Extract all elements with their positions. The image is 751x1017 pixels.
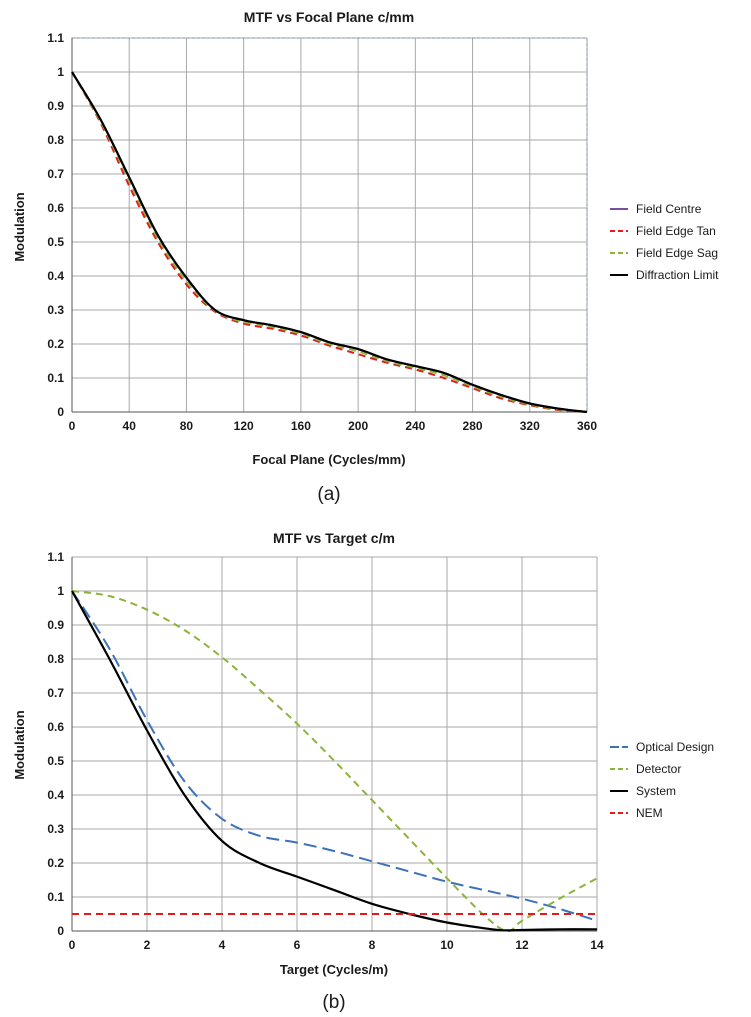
series-line-field-edge-sag (71, 71, 588, 413)
legend-label: NEM (636, 806, 663, 820)
y-tick-label: 0.5 (47, 754, 64, 768)
series-line-optical-design (71, 590, 598, 922)
y-tick-label: 0.7 (47, 167, 64, 181)
y-tick-label: 1 (57, 65, 64, 79)
chart-b: MTF vs Target c/m 0 0.1 0.2 0.3 0.4 0.5 0.6 0.7… (12, 530, 714, 1013)
legend-label: Field Edge Sag (636, 246, 718, 260)
chart-a-xlabel: Focal Plane (Cycles/mm) (252, 452, 405, 467)
chart-b-grid (71, 556, 598, 932)
chart-b-xlabel: Target (Cycles/m) (280, 962, 388, 977)
x-tick-label: 8 (369, 938, 376, 952)
y-tick-label: 0.3 (47, 303, 64, 317)
x-tick-label: 320 (520, 419, 540, 433)
y-tick-label: 0.8 (47, 652, 64, 666)
legend-item: Optical Design (610, 740, 714, 754)
y-tick-label: 0.8 (47, 133, 64, 147)
y-tick-label: 0.9 (47, 618, 64, 632)
x-tick-label: 14 (590, 938, 604, 952)
x-tick-label: 80 (180, 419, 194, 433)
y-tick-label: 0.6 (47, 201, 64, 215)
x-tick-label: 40 (123, 419, 137, 433)
y-tick-label: 0.1 (47, 371, 64, 385)
legend-item: Detector (610, 762, 681, 776)
x-tick-label: 6 (294, 938, 301, 952)
y-tick-label: 0 (57, 405, 64, 419)
chart-a: MTF vs Focal Plane c/mm 0 0.1 0.2 0.3 0.4 0.5… (12, 9, 719, 505)
y-tick-label: 0.2 (47, 337, 64, 351)
x-tick-label: 12 (515, 938, 529, 952)
x-tick-label: 240 (405, 419, 425, 433)
y-tick-label: 0.4 (47, 269, 64, 283)
chart-a-ticks: 0 0.1 0.2 0.3 0.4 0.5 0.6 0.7 0.8 0.9 1 1.1 0 40 80 120… (47, 31, 597, 433)
chart-b-legend: Optical Design Detector System NEM (610, 740, 714, 820)
legend-item: Field Edge Sag (610, 246, 718, 260)
y-tick-label: 1.1 (47, 550, 64, 564)
x-tick-label: 160 (291, 419, 311, 433)
legend-item: Diffraction Limit (610, 268, 719, 282)
chart-a-title: MTF vs Focal Plane c/mm (244, 9, 414, 25)
x-tick-label: 10 (440, 938, 454, 952)
series-line-diffraction-limit (71, 71, 588, 414)
x-tick-label: 280 (463, 419, 483, 433)
y-tick-label: 1 (57, 584, 64, 598)
x-tick-label: 4 (219, 938, 226, 952)
y-tick-label: 0.5 (47, 235, 64, 249)
y-tick-label: 0 (57, 924, 64, 938)
chart-a-series (71, 71, 588, 414)
x-tick-label: 200 (348, 419, 368, 433)
x-tick-label: 120 (234, 419, 254, 433)
y-tick-label: 0.4 (47, 788, 64, 802)
y-tick-label: 0.2 (47, 856, 64, 870)
series-line-field-edge-tan (71, 71, 588, 413)
chart-b-title: MTF vs Target c/m (273, 530, 395, 546)
legend-label: Diffraction Limit (636, 268, 719, 282)
x-tick-label: 2 (144, 938, 151, 952)
legend-label: System (636, 784, 676, 798)
legend-item: Field Centre (610, 202, 702, 216)
legend-label: Detector (636, 762, 681, 776)
legend-item: NEM (610, 806, 663, 820)
legend-label: Optical Design (636, 740, 714, 754)
chart-a-ylabel: Modulation (12, 192, 27, 261)
y-tick-label: 0.3 (47, 822, 64, 836)
chart-b-series (71, 590, 598, 933)
chart-a-panel-label: (a) (317, 484, 340, 505)
legend-item: System (610, 784, 676, 798)
y-tick-label: 1.1 (47, 31, 64, 45)
chart-a-legend: Field Centre Field Edge Tan Field Edge Sag… (610, 202, 719, 282)
legend-item: Field Edge Tan (610, 224, 716, 238)
legend-label: Field Edge Tan (636, 224, 716, 238)
chart-b-panel-label: (b) (322, 992, 345, 1013)
y-tick-label: 0.7 (47, 686, 64, 700)
series-line-system (71, 590, 598, 932)
series-line-detector (71, 590, 598, 933)
x-tick-label: 0 (69, 938, 76, 952)
y-tick-label: 0.9 (47, 99, 64, 113)
x-tick-label: 0 (69, 419, 76, 433)
x-tick-label: 360 (577, 419, 597, 433)
y-tick-label: 0.6 (47, 720, 64, 734)
legend-label: Field Centre (636, 202, 702, 216)
chart-b-ylabel: Modulation (12, 710, 27, 779)
y-tick-label: 0.1 (47, 890, 64, 904)
